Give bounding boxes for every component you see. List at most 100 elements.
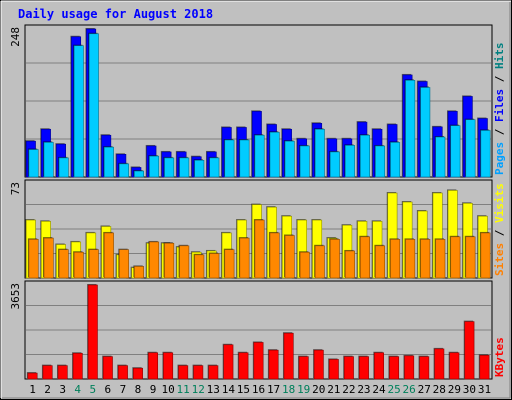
bar-kbytes-30: KBytes 30: 2230 — [464, 321, 475, 380]
bar-sites-8: Sites 8: 9 — [134, 266, 145, 279]
bar-files-2: Files 2: 58 — [43, 142, 54, 178]
bar-files-29: Files 29: 86 — [450, 125, 461, 178]
x-tick-label-11: 11 — [177, 383, 190, 396]
bar-files-22: Files 22: 53 — [344, 145, 355, 178]
bar-files-23: Files 23: 70 — [360, 134, 370, 178]
bar-files-4: Files 4: 220 — [73, 45, 84, 178]
bar-files-13: Files 13: 32 — [209, 157, 220, 178]
bar-sites-23: Sites 23: 32 — [360, 236, 370, 279]
bar-sites-7: Sites 7: 22 — [119, 249, 129, 279]
x-tick-label-19: 19 — [297, 383, 310, 396]
bar-kbytes-21: KBytes 21: 760 — [328, 359, 339, 380]
bar-sites-13: Sites 13: 19 — [209, 253, 220, 279]
bar-kbytes-22: KBytes 22: 870 — [343, 356, 354, 380]
x-tick-label-22: 22 — [342, 383, 355, 396]
chart-title: Daily usage for August 2018 — [18, 7, 213, 21]
x-tick-label-28: 28 — [433, 383, 446, 396]
bar-sites-18: Sites 18: 33 — [284, 235, 295, 279]
x-tick-label-3: 3 — [59, 383, 66, 396]
bar-sites-16: Sites 16: 45 — [254, 219, 265, 279]
x-tick-label-23: 23 — [357, 383, 370, 396]
bar-kbytes-28: KBytes 28: 1170 — [434, 348, 445, 380]
legend-entry: Hits — [493, 43, 506, 70]
bar-sites-22: Sites 22: 21 — [344, 250, 355, 279]
x-tick-label-10: 10 — [161, 383, 174, 396]
bar-files-17: Files 17: 75 — [269, 131, 280, 178]
bar-kbytes-5: KBytes 5: 3653 — [87, 284, 98, 380]
bar-kbytes-4: KBytes 4: 1000 — [72, 352, 83, 380]
bar-kbytes-9: KBytes 9: 1020 — [148, 352, 159, 380]
bar-files-14: Files 14: 62 — [224, 139, 235, 178]
bar-sites-19: Sites 19: 20 — [299, 251, 310, 279]
x-tick-label-6: 6 — [105, 383, 112, 396]
bar-kbytes-16: KBytes 16: 1420 — [253, 342, 264, 380]
bar-sites-3: Sites 3: 22 — [58, 249, 69, 279]
bar-kbytes-19: KBytes 19: 870 — [298, 356, 309, 380]
bar-sites-11: Sites 11: 25 — [179, 245, 190, 279]
legend-entry: Sites — [493, 243, 506, 276]
bar-files-15: Files 15: 62 — [239, 139, 250, 178]
legend-entry: Files — [493, 89, 506, 122]
bar-sites-12: Sites 12: 18 — [194, 254, 205, 279]
y-max-label: 3653 — [9, 283, 22, 310]
x-tick-label-21: 21 — [327, 383, 340, 396]
bar-files-18: Files 18: 60 — [284, 140, 295, 178]
bar-files-16: Files 16: 70 — [254, 134, 265, 178]
bar-sites-4: Sites 4: 20 — [73, 251, 84, 279]
bar-sites-17: Sites 17: 35 — [269, 232, 280, 279]
legend-separator: / — [493, 122, 506, 142]
legend-middle: Sites / Visits — [493, 183, 506, 276]
bar-files-25: Files 25: 58 — [390, 142, 401, 178]
bar-kbytes-15: KBytes 15: 1020 — [238, 352, 249, 380]
bar-kbytes-26: KBytes 26: 900 — [404, 355, 415, 380]
x-tick-label-14: 14 — [222, 383, 236, 396]
bar-sites-25: Sites 25: 30 — [390, 239, 401, 279]
panel-bottom: 3653 KBytes KBytes 1: 230 KBytes 2: 520 KByt… — [9, 280, 506, 380]
bar-files-7: Files 7: 22 — [119, 163, 129, 178]
bar-files-8: Files 8: 10 — [134, 170, 145, 178]
bar-files-11: Files 11: 32 — [179, 157, 190, 178]
x-tick-label-8: 8 — [135, 383, 142, 396]
x-tick-label-27: 27 — [418, 383, 431, 396]
bar-kbytes-1: KBytes 1: 230 — [27, 372, 38, 380]
x-tick-label-7: 7 — [120, 383, 127, 396]
x-tick-label-25: 25 — [387, 383, 400, 396]
bar-kbytes-18: KBytes 18: 1780 — [283, 332, 294, 380]
bar-kbytes-2: KBytes 2: 520 — [42, 365, 53, 380]
x-tick-label-26: 26 — [403, 383, 416, 396]
bar-kbytes-25: KBytes 25: 870 — [389, 356, 400, 380]
bar-kbytes-29: KBytes 29: 1020 — [449, 352, 460, 380]
bar-kbytes-10: KBytes 10: 1020 — [163, 352, 174, 380]
bar-sites-14: Sites 14: 22 — [224, 249, 235, 279]
bar-sites-6: Sites 6: 35 — [103, 232, 114, 279]
bar-files-27: Files 27: 150 — [420, 87, 431, 178]
bar-kbytes-7: KBytes 7: 520 — [117, 365, 128, 380]
x-tick-label-12: 12 — [192, 383, 205, 396]
bar-sites-30: Sites 30: 32 — [465, 236, 476, 279]
legend-top: Pages / Files / Hits — [493, 43, 506, 176]
bar-files-28: Files 28: 67 — [435, 136, 446, 178]
bar-files-31: Files 31: 78 — [480, 130, 491, 178]
legend-entry: Visits — [493, 183, 506, 223]
bar-files-9: Files 9: 35 — [149, 155, 160, 178]
x-tick-label-5: 5 — [89, 383, 96, 396]
bar-kbytes-13: KBytes 13: 520 — [208, 365, 219, 380]
bar-sites-24: Sites 24: 25 — [375, 245, 386, 279]
bar-sites-15: Sites 15: 31 — [239, 237, 250, 279]
x-tick-label-20: 20 — [312, 383, 325, 396]
bar-kbytes-3: KBytes 3: 520 — [57, 365, 68, 380]
bar-files-3: Files 3: 32 — [58, 157, 69, 178]
bar-files-6: Files 6: 50 — [103, 146, 114, 178]
x-tick-label-1: 1 — [29, 383, 36, 396]
bar-files-10: Files 10: 32 — [164, 157, 175, 178]
bar-kbytes-17: KBytes 17: 1120 — [268, 349, 279, 380]
bar-sites-21: Sites 21: 30 — [329, 239, 340, 279]
x-tick-label-30: 30 — [463, 383, 476, 396]
bar-kbytes-31: KBytes 31: 920 — [479, 355, 490, 380]
y-max-label: 248 — [9, 27, 22, 47]
x-tick-label-13: 13 — [207, 383, 220, 396]
bar-files-1: Files 1: 46 — [28, 149, 39, 178]
bar-kbytes-20: KBytes 20: 1120 — [313, 349, 324, 380]
